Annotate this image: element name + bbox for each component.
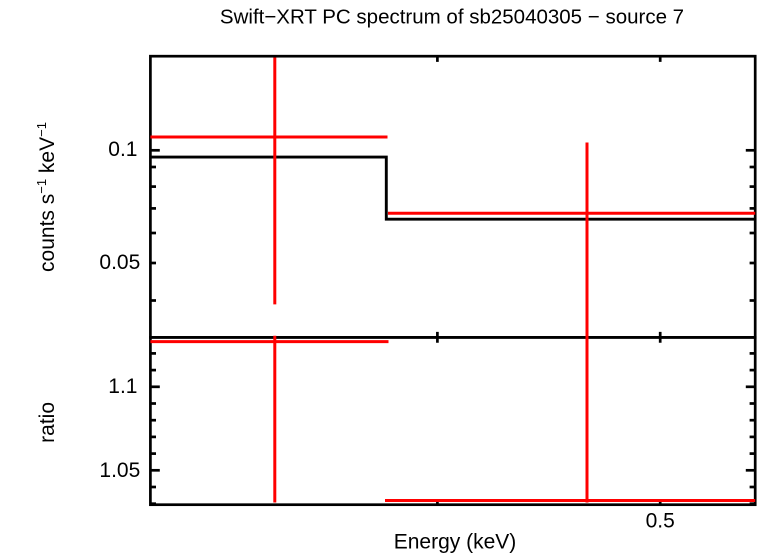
svg-text:1.05: 1.05 xyxy=(99,459,140,482)
svg-text:1.1: 1.1 xyxy=(108,375,137,398)
svg-text:Swift−XRT PC spectrum of sb250: Swift−XRT PC spectrum of sb25040305 − so… xyxy=(220,6,684,29)
svg-text:counts s−1 keV−1: counts s−1 keV−1 xyxy=(34,122,59,272)
svg-text:ratio: ratio xyxy=(36,402,59,443)
svg-text:0.05: 0.05 xyxy=(99,251,140,274)
svg-text:0.5: 0.5 xyxy=(646,510,675,533)
svg-text:0.1: 0.1 xyxy=(108,138,137,161)
svg-text:Energy (keV): Energy (keV) xyxy=(394,531,517,554)
